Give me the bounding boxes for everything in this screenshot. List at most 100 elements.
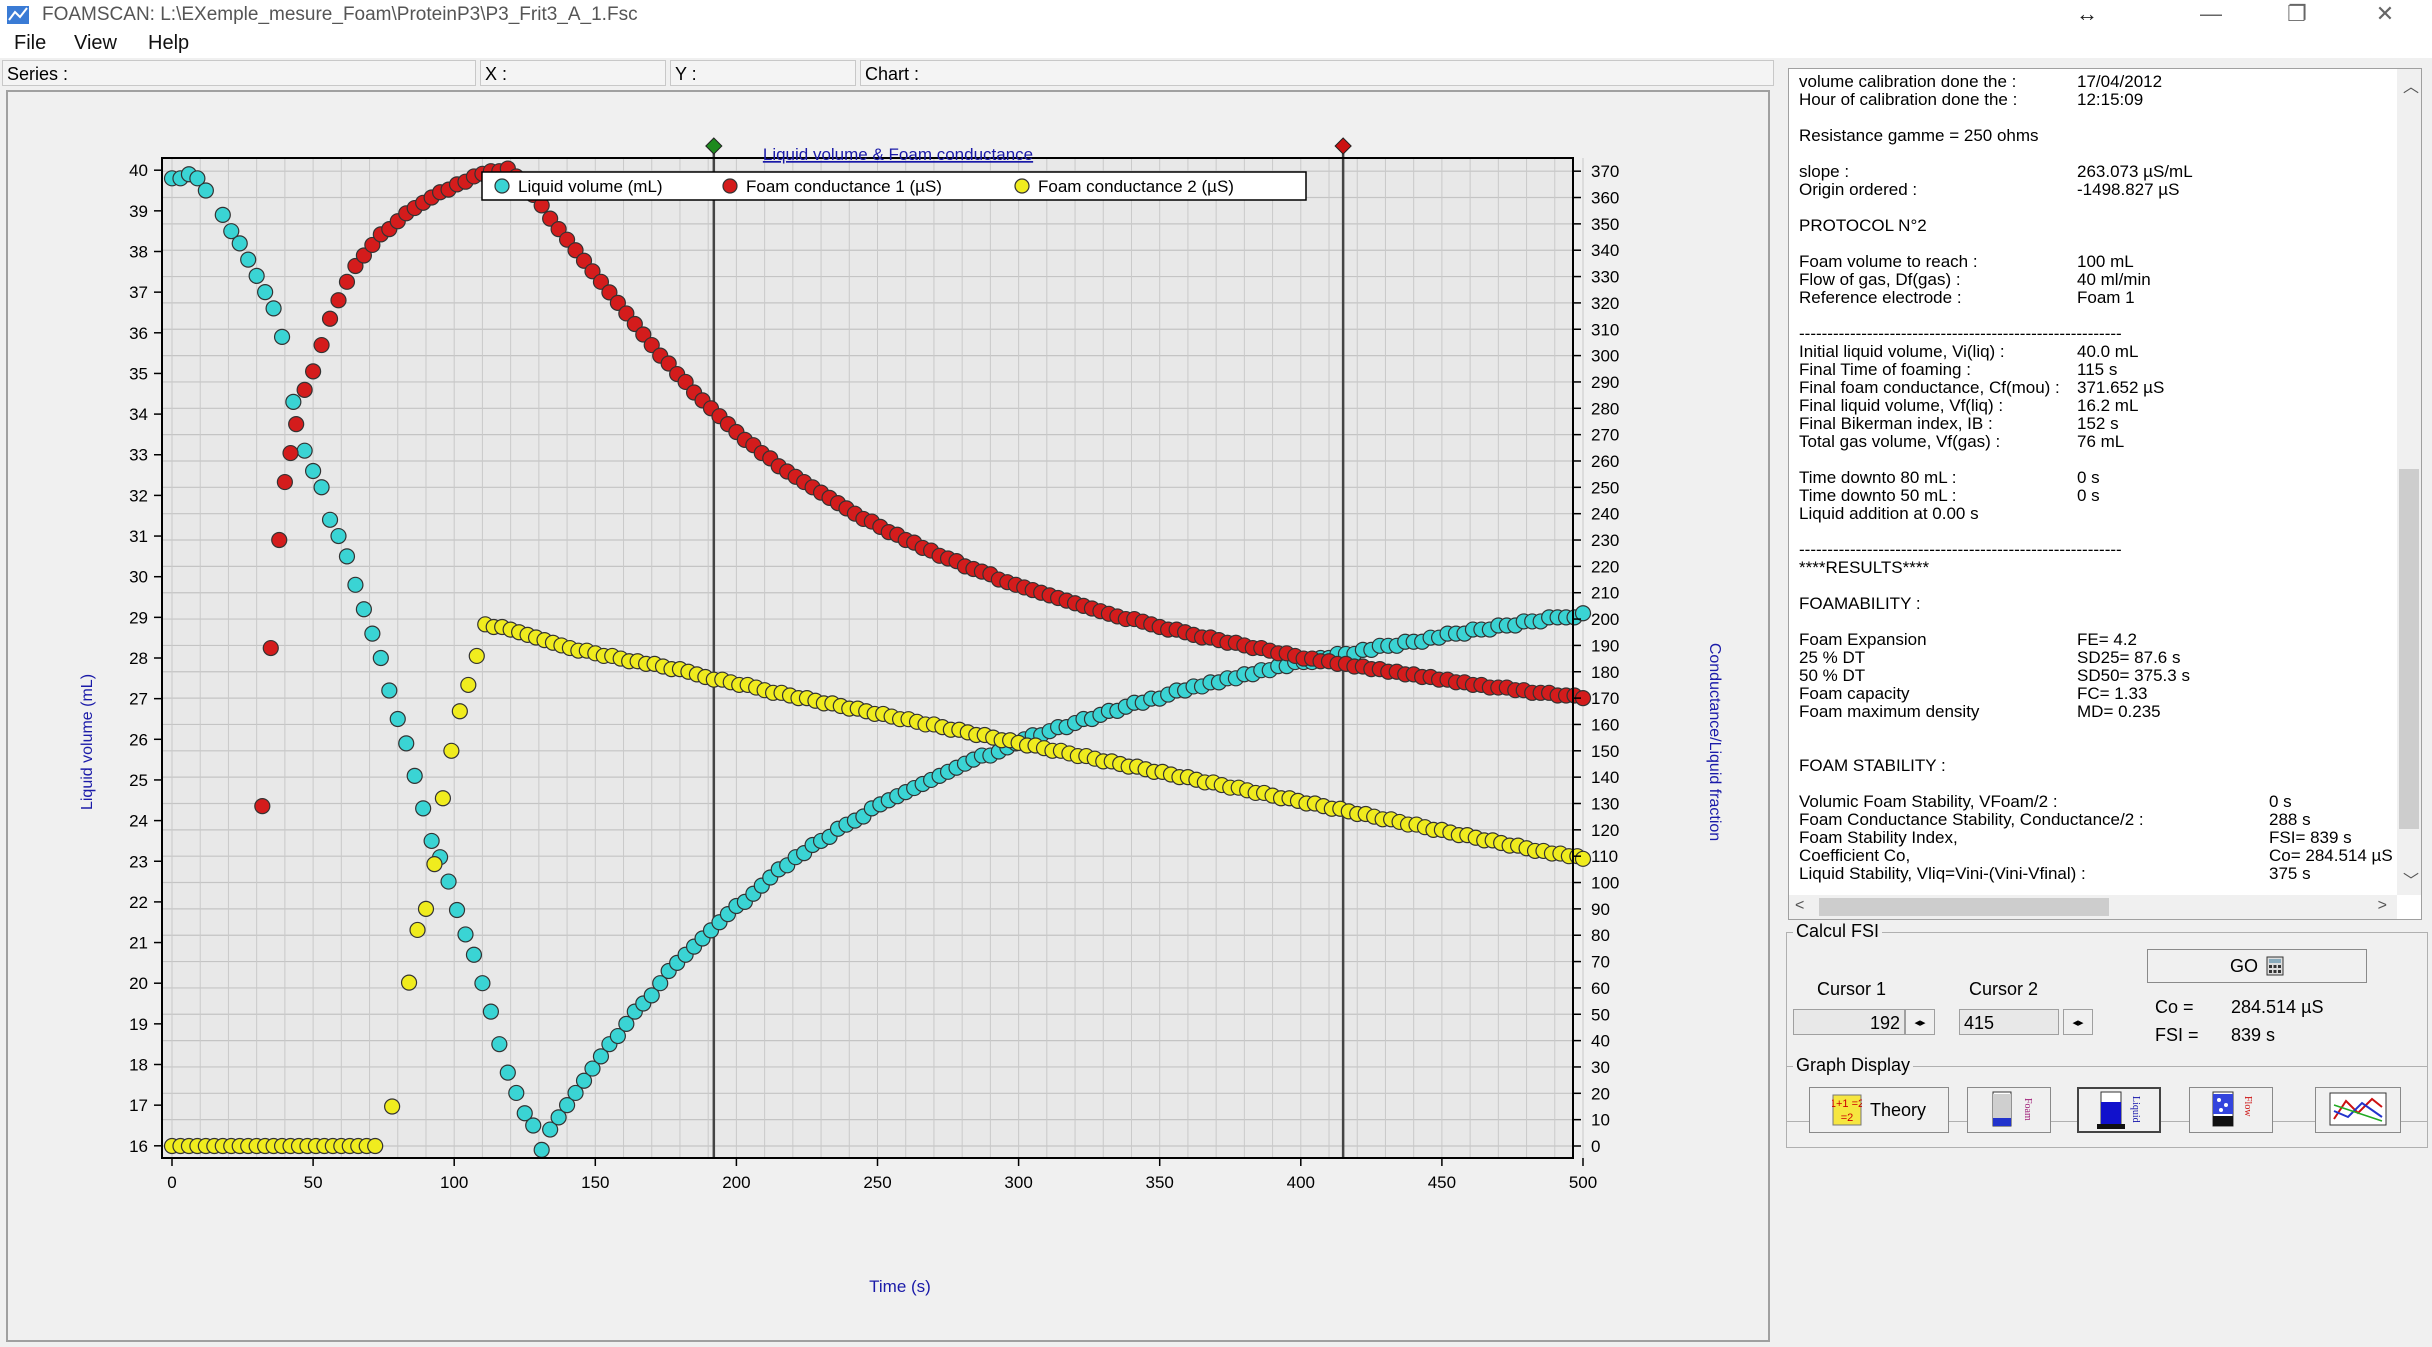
- info-label: Resistance gamme = 250 ohms: [1799, 126, 2039, 145]
- data-point: [609, 1027, 626, 1045]
- data-point: [231, 235, 248, 252]
- y2-tick-label: 310: [1591, 320, 1619, 339]
- horizontal-scroll-thumb[interactable]: [1819, 898, 2109, 916]
- flow-icon: Flow: [2212, 1091, 2253, 1127]
- info-label: Foam Expansion: [1799, 630, 1927, 649]
- info-value: 152 s: [2077, 414, 2119, 433]
- data-point: [558, 1097, 576, 1114]
- data-point: [364, 236, 381, 254]
- data-point: [384, 1098, 401, 1115]
- y-tick-label: 33: [129, 446, 148, 465]
- chart-field: Chart :: [860, 60, 1774, 86]
- calcul-fsi-group: Calcul FSI Cursor 1 Cursor 2 192 ◂▸ 415 …: [1786, 921, 2428, 1122]
- y-tick-label: 35: [129, 364, 148, 383]
- y-tick-label: 37: [129, 283, 148, 302]
- cursor1-input[interactable]: 192: [1793, 1009, 1905, 1035]
- info-value: 17/04/2012: [2077, 72, 2163, 91]
- data-point: [652, 975, 669, 992]
- liquid-display-button[interactable]: Liquid: [2077, 1087, 2161, 1133]
- series-3: [163, 616, 1592, 1155]
- info-label: Foam capacity: [1799, 684, 1910, 703]
- menu-file[interactable]: File: [14, 32, 47, 54]
- data-point: [592, 1048, 610, 1065]
- flow-display-button[interactable]: Flow: [2189, 1087, 2273, 1133]
- data-point: [248, 267, 265, 284]
- info-label: Time downto 50 mL :: [1799, 486, 1957, 505]
- data-point: [273, 328, 291, 345]
- y2-tick-label: 50: [1591, 1005, 1610, 1024]
- fsi-label: FSI =: [2155, 1025, 2199, 1045]
- chart[interactable]: 0102030405060708090100110120130140150160…: [8, 92, 1768, 1340]
- data-point: [635, 326, 652, 343]
- data-point: [276, 473, 293, 491]
- vertical-scrollbar[interactable]: ︿ ﹀: [2397, 69, 2421, 895]
- go-button[interactable]: GO: [2147, 949, 2367, 983]
- menu-view[interactable]: View: [74, 32, 117, 54]
- info-value: SD50= 375.3 s: [2077, 666, 2190, 685]
- y2-axis-label: Conductance/Liquid fraction: [1706, 643, 1723, 841]
- minimize-button[interactable]: —: [2200, 1, 2222, 26]
- data-point: [567, 242, 584, 259]
- data-point: [282, 444, 299, 462]
- data-point: [381, 682, 398, 699]
- data-point: [1574, 850, 1592, 867]
- graph-display-group: Graph Display 1+1 =2 =2 Theory Foam Liq: [1786, 1055, 2428, 1148]
- chart-frame: 0 10 20 30 40 50 60 70 80 90 100 110 120 130 140 150 160…: [6, 90, 1770, 1342]
- maximize-button[interactable]: ❐: [2287, 1, 2307, 26]
- y2-tick-label: 270: [1591, 426, 1619, 445]
- info-label: Foam Stability Index,: [1799, 828, 1958, 847]
- y-tick-label: 29: [129, 608, 148, 627]
- y2-tick-label: 30: [1591, 1058, 1610, 1077]
- close-button[interactable]: ✕: [2375, 1, 2395, 26]
- data-point: [347, 576, 364, 593]
- y2-tick-label: 90: [1591, 900, 1610, 919]
- calcul-fsi-legend: Calcul FSI: [1793, 921, 1883, 942]
- info-value: FSI= 839 s: [2269, 828, 2352, 847]
- y2-tick-label: 100: [1591, 874, 1619, 893]
- go-label: GO: [2229, 955, 2258, 976]
- data-point: [338, 273, 356, 290]
- y2-tick-label: 200: [1591, 610, 1619, 629]
- data-point: [550, 1109, 567, 1126]
- info-value: -1498.827 µS: [2077, 180, 2180, 199]
- info-value: 12:15:09: [2077, 90, 2144, 109]
- results-text-box[interactable]: volume calibration done the : 17/04/2012 H…: [1788, 68, 2422, 920]
- data-point: [457, 926, 474, 943]
- data-point: [558, 231, 576, 248]
- y-tick-label: 18: [129, 1056, 148, 1075]
- info-value: 0 s: [2077, 468, 2100, 487]
- scroll-down-icon[interactable]: ﹀: [2403, 873, 2420, 890]
- ticks-layer: 0102030405060708090100110120130140150160…: [129, 161, 1619, 1192]
- data-point: [482, 1003, 499, 1020]
- data-point: [525, 1117, 542, 1134]
- horizontal-scrollbar[interactable]: < >: [1789, 895, 2397, 919]
- data-point: [409, 921, 426, 939]
- resize-icon[interactable]: ↔: [2076, 1, 2098, 26]
- cursor2-spinner[interactable]: ◂▸: [2063, 1009, 2093, 1035]
- info-label: Foam Conductance Stability, Conductance/…: [1799, 810, 2144, 829]
- vertical-scroll-thumb[interactable]: [2399, 469, 2419, 829]
- data-point: [499, 1064, 516, 1081]
- data-point: [451, 703, 468, 720]
- data-point: [491, 1036, 508, 1053]
- scroll-right-icon[interactable]: >: [2377, 897, 2387, 914]
- cursor1-label: Cursor 1: [1817, 979, 1887, 999]
- co-value: 284.514 µS: [2231, 997, 2324, 1017]
- info-value: Foam 1: [2077, 288, 2135, 307]
- data-point: [367, 1137, 384, 1155]
- data-point: [575, 252, 593, 269]
- cursor1-spinner[interactable]: ◂▸: [1905, 1009, 1935, 1035]
- info-label: 25 % DT: [1799, 648, 1866, 667]
- y2-tick-label: 280: [1591, 399, 1619, 418]
- scroll-up-icon[interactable]: ︿: [2403, 79, 2420, 96]
- data-point: [660, 355, 677, 372]
- scroll-left-icon[interactable]: <: [1795, 897, 1805, 914]
- curves-display-button[interactable]: [2315, 1087, 2401, 1133]
- data-point: [508, 1084, 525, 1102]
- cursor2-input[interactable]: 415: [1959, 1009, 2059, 1035]
- data-point: [254, 798, 271, 815]
- info-label: volume calibration done the :: [1799, 72, 2017, 91]
- foam-display-button[interactable]: Foam: [1967, 1087, 2051, 1133]
- menu-help[interactable]: Help: [148, 32, 190, 54]
- theory-button[interactable]: 1+1 =2 =2 Theory: [1809, 1087, 1949, 1133]
